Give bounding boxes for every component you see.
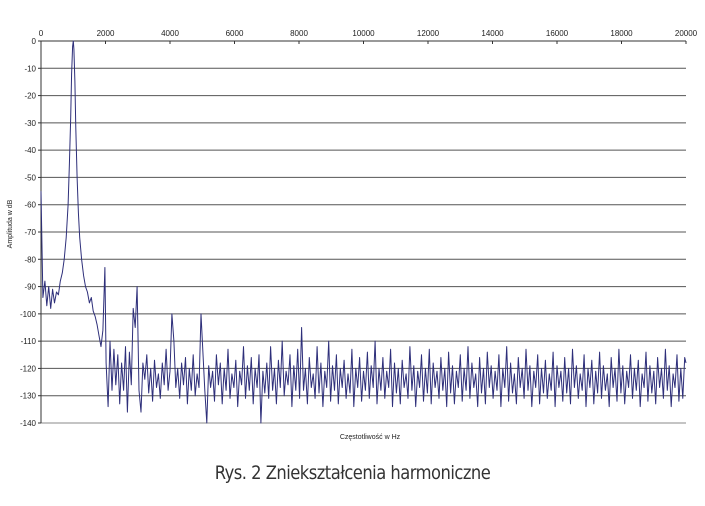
y-tick-label: -120 — [20, 364, 37, 373]
y-axis-ticks: 0 -10 -20 -30 -40 -50 -60 -70 -80 -90 -100 -110 -120… — [20, 37, 41, 428]
y-tick-label: -40 — [24, 146, 36, 155]
y-tick-label: -140 — [20, 419, 37, 428]
y-tick-label: -30 — [24, 119, 36, 128]
x-tick-label: 16000 — [546, 29, 569, 38]
y-tick-label: -20 — [24, 92, 36, 101]
x-tick-label: 12000 — [417, 29, 440, 38]
gridlines — [41, 67, 686, 424]
y-tick-label: -10 — [24, 64, 36, 73]
y-tick-label: -110 — [21, 337, 37, 346]
x-tick-label: 4000 — [161, 29, 179, 38]
y-tick-label: -60 — [24, 201, 36, 210]
x-tick-label: 6000 — [226, 29, 244, 38]
x-tick-label: 0 — [39, 29, 44, 38]
spectrum-chart: 0 -10 -20 -30 -40 -50 -60 -70 -80 -90 -100 -110 -120… — [7, 29, 698, 441]
y-tick-label: -90 — [24, 283, 36, 292]
y-tick-label: -130 — [20, 392, 37, 401]
x-tick-label: 8000 — [290, 29, 308, 38]
x-axis-ticks: 0 2000 4000 6000 8000 10000 12000 14000 16000 180… — [39, 29, 698, 44]
y-tick-label: -80 — [24, 255, 36, 264]
x-tick-label: 14000 — [481, 29, 504, 38]
x-tick-label: 18000 — [610, 29, 633, 38]
y-axis-label: Amplituda w dB — [7, 199, 14, 248]
y-tick-label: 0 — [32, 37, 37, 46]
figure-caption: Rys. 2 Zniekształcenia harmoniczne — [214, 462, 491, 484]
x-tick-label: 20000 — [675, 29, 698, 38]
y-tick-label: -50 — [24, 173, 36, 182]
x-tick-label: 10000 — [352, 29, 375, 38]
y-tick-label: -100 — [20, 310, 37, 319]
x-tick-label: 2000 — [97, 29, 115, 38]
y-tick-label: -70 — [24, 228, 36, 237]
x-axis-label: Częstotliwość w Hz — [340, 434, 401, 441]
spectrum-line — [40, 40, 687, 424]
